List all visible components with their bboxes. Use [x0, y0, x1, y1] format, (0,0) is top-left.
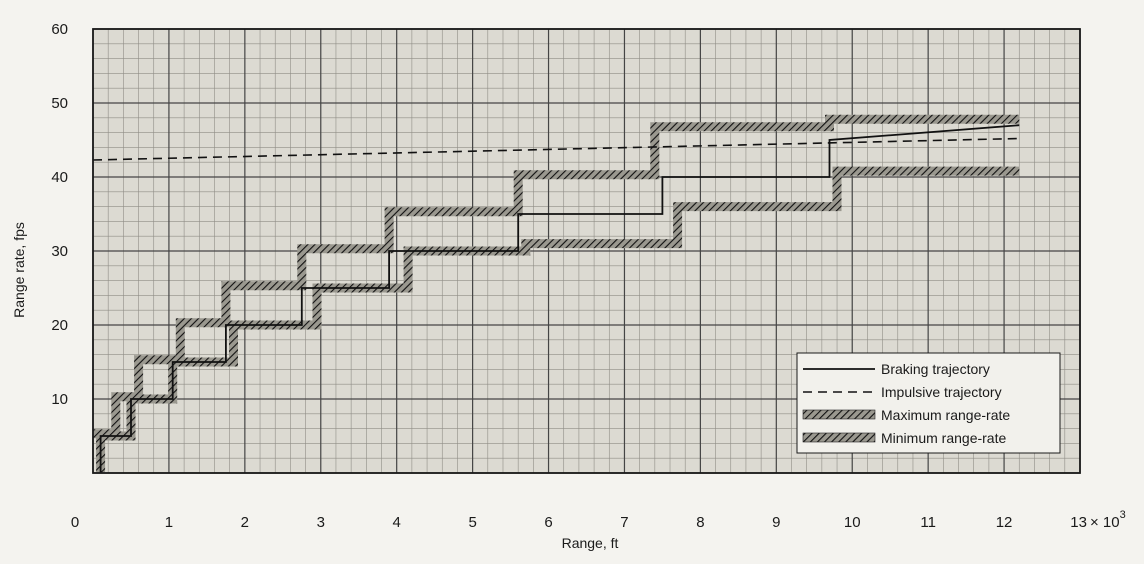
legend-label-impulsive-trajectory: Impulsive trajectory: [881, 384, 1002, 400]
x-axis-title: Range, ft: [562, 535, 619, 551]
x-tick-label: 12: [996, 514, 1013, 531]
impulsive-trajectory-line: [92, 137, 1020, 161]
y-axis-title: Range rate, fps: [11, 222, 27, 318]
y-tick-label: 50: [51, 95, 68, 112]
series-layer: [92, 114, 1020, 473]
legend: Braking trajectory Impulsive trajectory Ma…: [796, 352, 1061, 454]
y-tick-label: 20: [51, 317, 68, 334]
x-tick-label: 0: [71, 514, 79, 531]
legend-label-minimum-range-rate: Minimum range-rate: [881, 430, 1006, 446]
y-tick-label: 30: [51, 243, 68, 260]
x-tick-label: 9: [772, 514, 780, 531]
x-tick-label: 10: [844, 514, 861, 531]
braking-trajectory-line: [99, 124, 1020, 473]
y-tick-label: 10: [51, 391, 68, 408]
legend-label-maximum-range-rate: Maximum range-rate: [881, 407, 1010, 423]
maximum-range-rate-line: [93, 114, 1020, 439]
x-tick-label: 2: [241, 514, 249, 531]
x-tick-label: 3: [317, 514, 325, 531]
x-tick-label: 4: [393, 514, 401, 531]
x-axis-tick-labels: 0 1 2 3 4 5 6 7 8 9 10 11 12: [71, 514, 1013, 531]
x-tick-label: 1: [165, 514, 173, 531]
x-tick-label: 8: [696, 514, 704, 531]
x-tick-label: 7: [620, 514, 628, 531]
x-tick-label: 11: [920, 514, 936, 531]
legend-label-braking-trajectory: Braking trajectory: [881, 361, 990, 377]
x-axis-last-tick: 13 × 103: [1070, 509, 1125, 531]
y-axis-tick-labels: 10 20 30 40 50 60: [51, 21, 68, 408]
x-tick-label: 5: [468, 514, 476, 531]
y-tick-label: 40: [51, 169, 68, 186]
y-tick-label: 60: [51, 21, 68, 38]
legend-swatch-minimum-range-rate: [802, 432, 876, 443]
plot-frame: [92, 28, 1081, 474]
x-tick-label: 6: [544, 514, 552, 531]
legend-swatch-maximum-range-rate: [802, 409, 876, 420]
